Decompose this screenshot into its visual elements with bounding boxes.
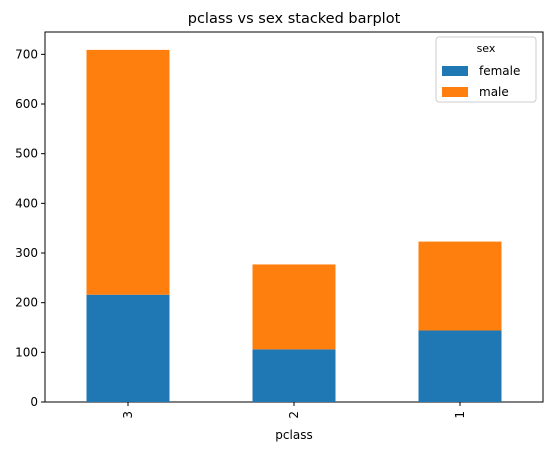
legend-label-female: female [479, 64, 520, 78]
plot-area: 0 100 200 300 400 500 600 700 3 2 1 [15, 31, 544, 419]
bar-male-2 [252, 264, 336, 350]
legend: sex female male [435, 36, 537, 103]
legend-label-male: male [479, 85, 509, 99]
y-tick-label: 500 [15, 147, 38, 161]
bar-male-3 [86, 49, 170, 295]
x-axis: 3 2 1 [121, 402, 467, 419]
x-tick-label: 1 [453, 411, 467, 419]
bar-male-1 [418, 241, 502, 331]
y-tick-label: 400 [15, 196, 38, 210]
x-axis-label: pclass [275, 428, 312, 442]
y-tick-label: 200 [15, 296, 38, 310]
y-tick-label: 100 [15, 345, 38, 359]
y-tick-label: 700 [15, 47, 38, 61]
bar-female-1 [418, 330, 502, 402]
bars [86, 49, 502, 402]
y-tick-label: 600 [15, 97, 38, 111]
legend-swatch-female [442, 66, 468, 76]
bar-female-2 [252, 349, 336, 402]
y-tick-label: 0 [30, 395, 38, 409]
legend-swatch-male [442, 87, 468, 97]
chart-title: pclass vs sex stacked barplot [188, 11, 401, 27]
legend-box [435, 36, 537, 103]
x-tick-label: 3 [121, 411, 135, 419]
legend-title: sex [477, 42, 496, 55]
y-axis: 0 100 200 300 400 500 600 700 [15, 47, 45, 409]
bar-female-3 [86, 294, 170, 402]
x-tick-label: 2 [287, 411, 301, 419]
y-tick-label: 300 [15, 246, 38, 260]
